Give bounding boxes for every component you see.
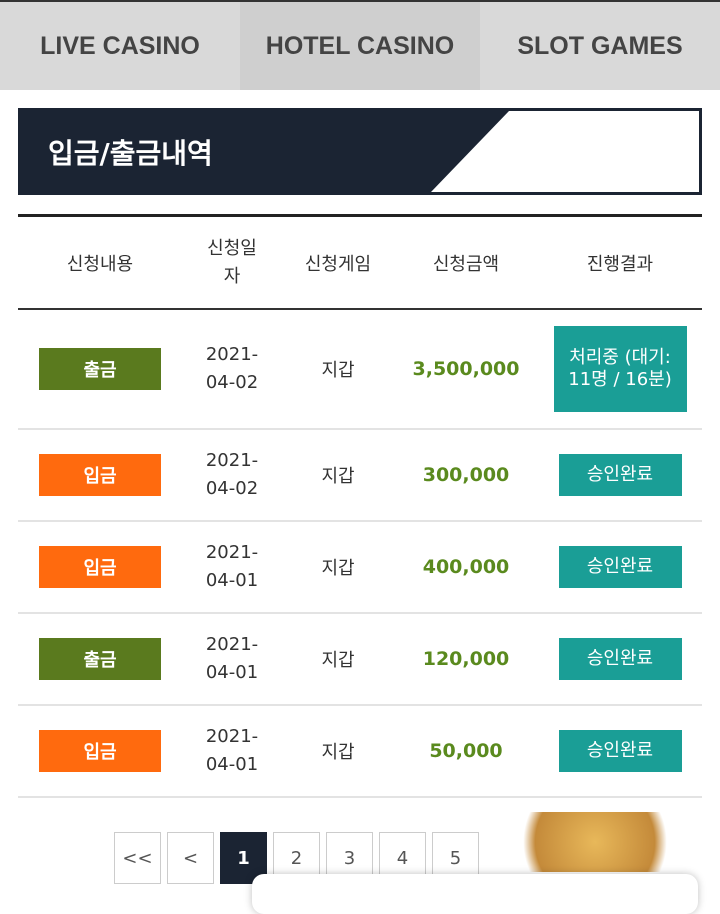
column-header: 신청금액: [432, 253, 500, 275]
date: 2021-04-01: [205, 634, 259, 683]
cell: 입금: [18, 546, 182, 588]
column-cell: 신청일자: [182, 235, 282, 291]
cell: 승인완료: [538, 638, 702, 680]
column-header: 진행결과: [586, 253, 654, 275]
date: 2021-04-02: [205, 344, 259, 393]
cell: 300,000: [394, 464, 538, 486]
type-badge: 입금: [39, 546, 161, 588]
status-badge: 승인완료: [558, 638, 682, 680]
column-header: 신청내용: [66, 253, 134, 275]
tab-bar: LIVE CASINO HOTEL CASINO SLOT GAMES: [0, 0, 720, 90]
amount: 50,000: [429, 740, 503, 762]
cell: 처리중 (대기: 11명 / 16분): [538, 326, 702, 412]
date: 2021-04-01: [205, 542, 259, 591]
table-header: 신청내용 신청일자 신청게임 신청금액 진행결과: [18, 217, 702, 310]
table-row: 출금 2021-04-02 지갑 3,500,000 처리중 (대기: 11명 / 16…: [18, 310, 702, 430]
page-button[interactable]: <: [167, 832, 214, 884]
type-badge: 입금: [39, 730, 161, 772]
cell: 승인완료: [538, 730, 702, 772]
cell: 지갑: [282, 356, 394, 382]
table-row: 입금 2021-04-02 지갑 300,000 승인완료: [18, 430, 702, 522]
cell: 2021-04-02: [182, 341, 282, 397]
cell: 2021-04-01: [182, 631, 282, 687]
cell: 지갑: [282, 738, 394, 764]
section-title: 입금/출금내역: [48, 136, 213, 170]
section-header: 입금/출금내역: [18, 108, 702, 195]
cell: 출금: [18, 348, 182, 390]
page-button[interactable]: <<: [114, 832, 161, 884]
column-cell: 진행결과: [538, 250, 702, 276]
table-row: 입금 2021-04-01 지갑 50,000 승인완료: [18, 706, 702, 798]
table-row: 입금 2021-04-01 지갑 400,000 승인완료: [18, 522, 702, 614]
column-header: 신청게임: [304, 253, 372, 275]
type-badge: 출금: [39, 638, 161, 680]
game: 지갑: [321, 466, 355, 487]
promo-image[interactable]: [500, 812, 690, 872]
cell: 입금: [18, 730, 182, 772]
game: 지갑: [321, 742, 355, 763]
game: 지갑: [321, 360, 355, 381]
cell: 승인완료: [538, 546, 702, 588]
column-cell: 신청내용: [18, 250, 182, 276]
cell: 출금: [18, 638, 182, 680]
amount: 3,500,000: [412, 358, 520, 380]
amount: 400,000: [422, 556, 510, 578]
cell: 지갑: [282, 646, 394, 672]
date: 2021-04-01: [205, 726, 259, 775]
tab[interactable]: LIVE CASINO: [0, 2, 240, 90]
cell: 2021-04-02: [182, 447, 282, 503]
status-badge: 승인완료: [558, 730, 682, 772]
tab[interactable]: SLOT GAMES: [480, 2, 720, 90]
date: 2021-04-02: [205, 450, 259, 499]
status-badge: 처리중 (대기: 11명 / 16분): [553, 326, 687, 412]
cell: 3,500,000: [394, 358, 538, 380]
column-cell: 신청금액: [394, 250, 538, 276]
game: 지갑: [321, 650, 355, 671]
table-row: 출금 2021-04-01 지갑 120,000 승인완료: [18, 614, 702, 706]
cell: 승인완료: [538, 454, 702, 496]
column-header: 신청일자: [207, 237, 257, 287]
cell: 120,000: [394, 648, 538, 670]
cell: 2021-04-01: [182, 723, 282, 779]
type-badge: 출금: [39, 348, 161, 390]
column-cell: 신청게임: [282, 250, 394, 276]
cell: 50,000: [394, 740, 538, 762]
bottom-card: [252, 874, 698, 914]
cell: 지갑: [282, 462, 394, 488]
status-badge: 승인완료: [558, 454, 682, 496]
cell: 입금: [18, 454, 182, 496]
amount: 300,000: [422, 464, 510, 486]
cell: 2021-04-01: [182, 539, 282, 595]
cell: 지갑: [282, 554, 394, 580]
tab[interactable]: HOTEL CASINO: [240, 2, 480, 90]
type-badge: 입금: [39, 454, 161, 496]
status-badge: 승인완료: [558, 546, 682, 588]
amount: 120,000: [422, 648, 510, 670]
game: 지갑: [321, 558, 355, 579]
cell: 400,000: [394, 556, 538, 578]
